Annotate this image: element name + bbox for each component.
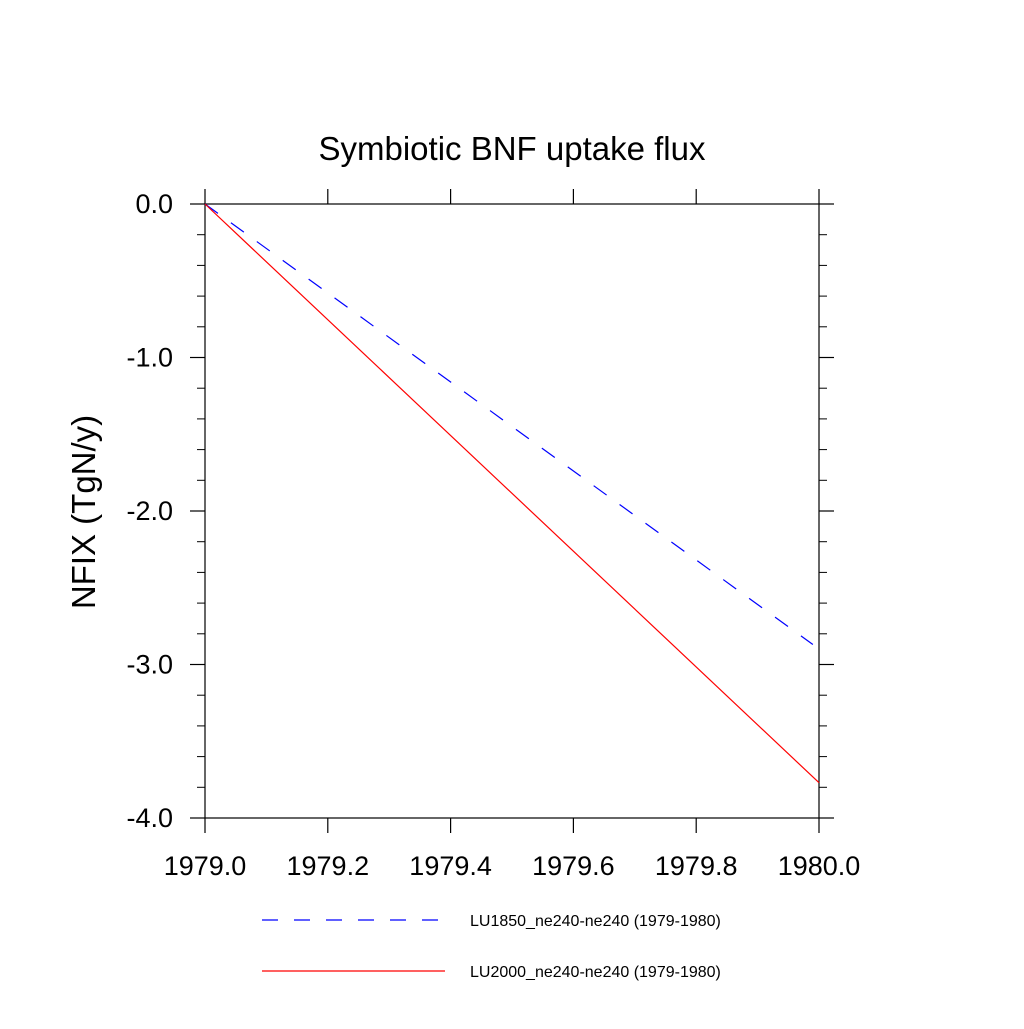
x-ticks: 1979.0 1979.2 1979.4 1979.6 1979.8 1980.0 xyxy=(164,189,861,881)
x-tick-label: 1979.8 xyxy=(655,851,738,881)
series-lines xyxy=(204,203,820,784)
x-tick-label: 1979.0 xyxy=(164,851,247,881)
plot-frame xyxy=(204,203,820,819)
y-tick-label: -1.0 xyxy=(126,343,173,373)
series-line-2 xyxy=(204,203,820,784)
series-line-1 xyxy=(204,203,814,646)
legend: LU1850_ne240-ne240 (1979-1980) LU2000_ne2… xyxy=(262,913,721,981)
legend-label-2: LU2000_ne240-ne240 (1979-1980) xyxy=(470,964,721,981)
legend-label-1: LU1850_ne240-ne240 (1979-1980) xyxy=(470,913,721,930)
chart-title: Symbiotic BNF uptake flux xyxy=(319,130,706,167)
x-tick-label: 1979.4 xyxy=(409,851,492,881)
x-tick-label: 1979.6 xyxy=(532,851,615,881)
y-ticks: 0.0 -1.0 -2.0 -3.0 -4.0 xyxy=(126,189,834,833)
y-axis-label: NFIX (TgN/y) xyxy=(65,415,102,609)
y-tick-label: 0.0 xyxy=(135,189,173,219)
y-tick-label: -2.0 xyxy=(126,496,173,526)
y-tick-label: -4.0 xyxy=(126,803,173,833)
x-tick-label: 1979.2 xyxy=(287,851,370,881)
x-tick-label: 1980.0 xyxy=(778,851,861,881)
y-tick-label: -3.0 xyxy=(126,650,173,680)
